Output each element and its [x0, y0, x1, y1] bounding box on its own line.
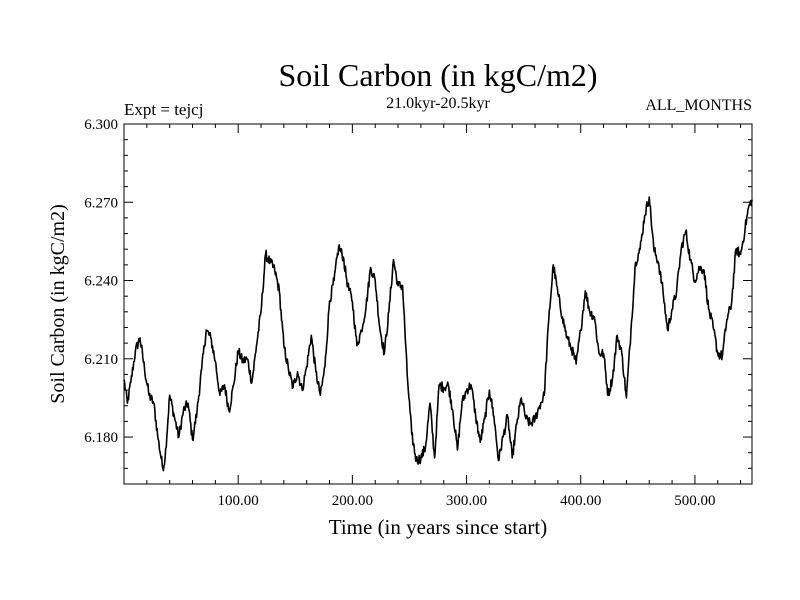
y-tick-label: 6.300: [84, 117, 118, 133]
axis-ticks: [124, 123, 752, 484]
y-tick-label: 6.210: [84, 352, 118, 368]
plot-frame: [123, 123, 753, 485]
chart-title: Soil Carbon (in kgC/m2): [278, 57, 597, 93]
series-layer: [123, 196, 753, 472]
experiment-label: Expt = tejcj: [124, 100, 203, 119]
x-tick-label: 200.00: [332, 493, 373, 509]
y-tick-label: 6.180: [84, 430, 118, 446]
x-tick-label: 100.00: [218, 493, 259, 509]
chart-subtitle: 21.0kyr-20.5kyr: [386, 95, 490, 112]
y-tick-label: 6.240: [84, 274, 118, 290]
x-tick-label: 400.00: [560, 493, 601, 509]
months-label: ALL_MONTHS: [645, 97, 752, 114]
y-tick-label: 6.270: [84, 195, 118, 211]
x-axis-label: Time (in years since start): [329, 515, 548, 539]
series-line: [123, 196, 753, 472]
x-tick-label: 300.00: [446, 493, 487, 509]
y-axis-label: Soil Carbon (in kgC/m2): [47, 204, 69, 403]
x-tick-label: 500.00: [674, 493, 715, 509]
axis-tick-labels: 100.00 200.00 300.00 400.00 500.00 6.180 6.210…: [84, 117, 715, 509]
